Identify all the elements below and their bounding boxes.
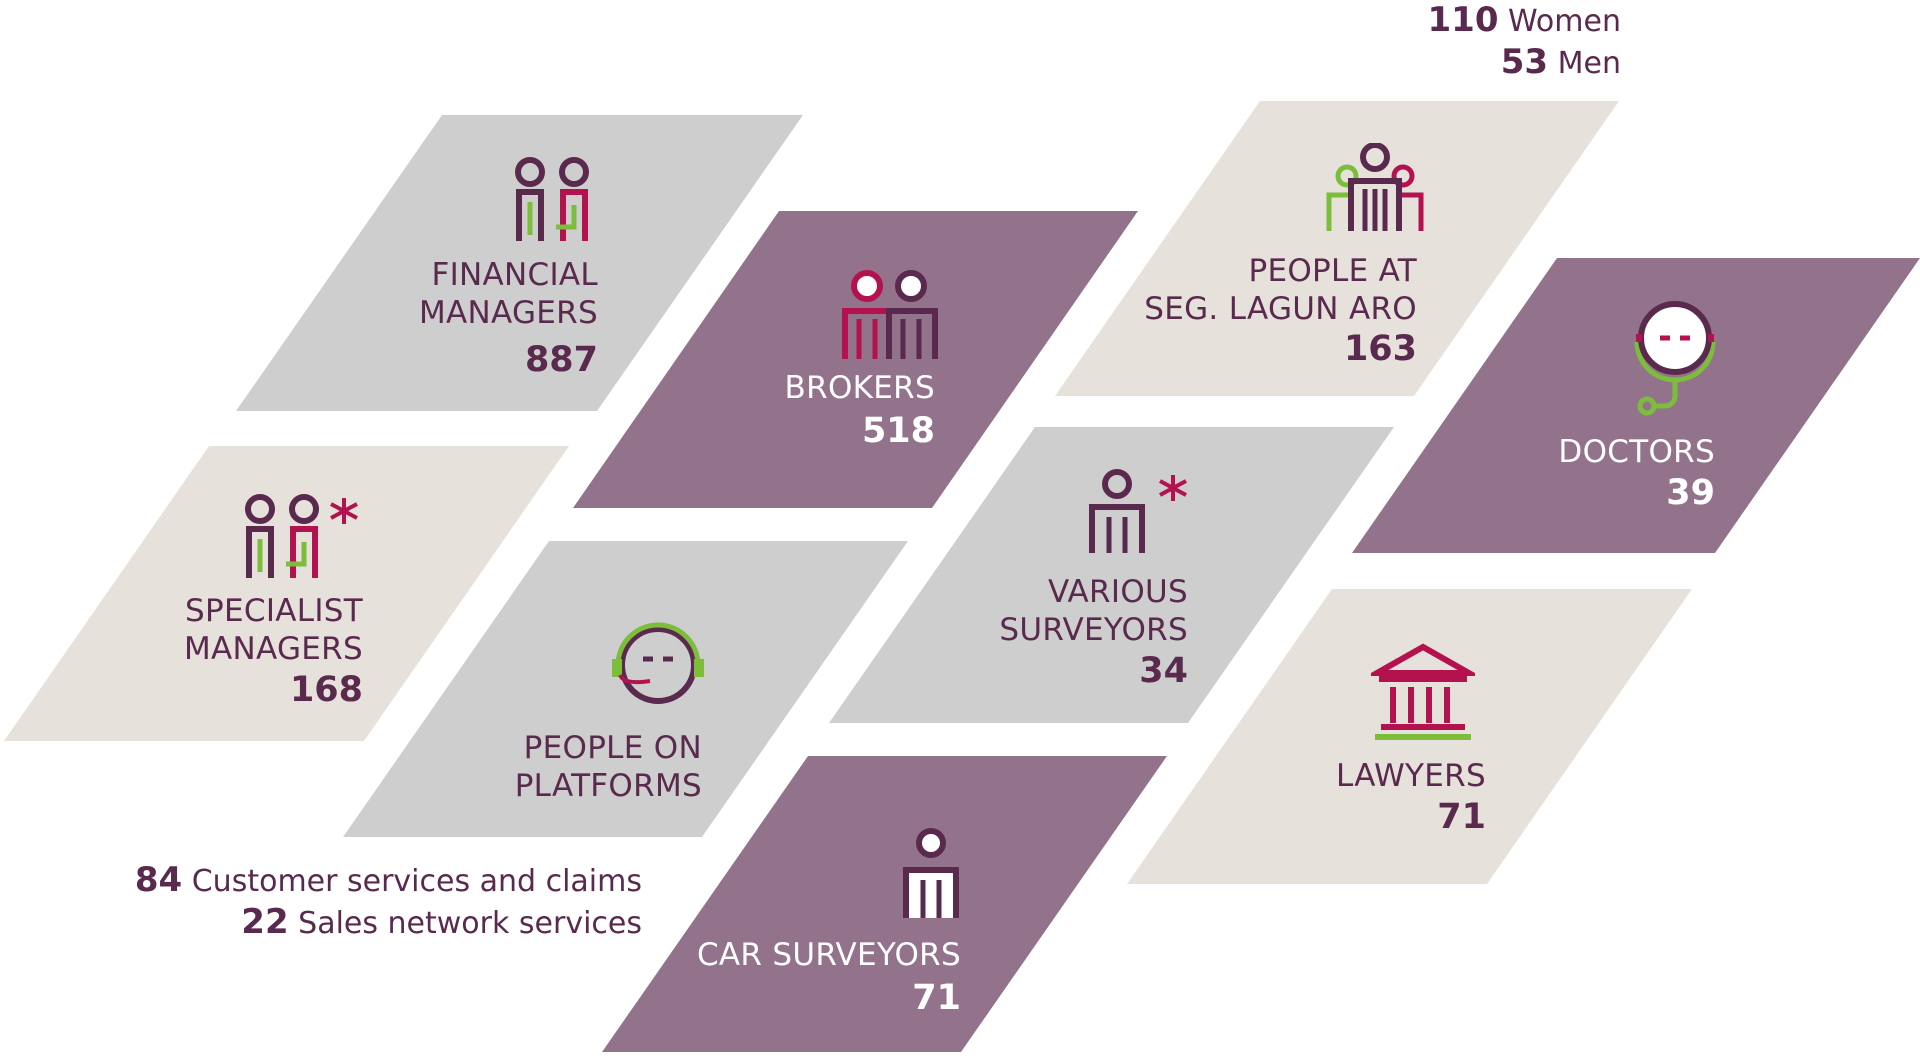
customer-services-line: 84 Customer services and claims [134, 860, 642, 900]
tile-specialist-managers-shape [4, 446, 569, 741]
lawyers-value: 71 [1437, 797, 1486, 837]
tile-brokers-shape [573, 211, 1138, 508]
people-on-platforms-label: PEOPLE ON PLATFORMS [514, 730, 702, 804]
person-icon [903, 828, 959, 918]
brokers-value: 518 [861, 411, 935, 451]
tile-lawyers: LAWYERS 71 [1127, 589, 1692, 884]
lagun-aro-gender-note: 110 Women 53 Men [1428, 0, 1622, 84]
headset-icon [612, 622, 704, 704]
financial-managers-label: FINANCIAL MANAGERS [418, 257, 598, 331]
tile-doctors-shape [1352, 258, 1920, 553]
brokers-label: BROKERS [784, 370, 935, 406]
tile-brokers: BROKERS 518 [573, 211, 1138, 508]
specialist-managers-icon [245, 494, 358, 578]
surveyor-asterisk-icon [1089, 469, 1187, 553]
doctors-label: DOCTORS [1558, 434, 1715, 470]
two-managers-icon [515, 157, 589, 241]
tile-people-on-platforms-shape [343, 541, 908, 837]
specialist-managers-value: 168 [289, 670, 363, 710]
people-lagun-aro-label: PEOPLE AT SEG. LAGUN ARO [1144, 253, 1417, 327]
tile-financial-managers: FINANCIAL MANAGERS 887 [236, 115, 803, 411]
car-surveyors-label: CAR SURVEYORS [696, 937, 961, 973]
tile-people-lagun-aro-shape [1055, 101, 1619, 396]
specialist-managers-label: SPECIALIST MANAGERS [183, 593, 363, 667]
women-line: 110 Women [1427, 0, 1622, 40]
men-line: 53 Men [1500, 42, 1621, 82]
tile-people-lagun-aro: PEOPLE AT SEG. LAGUN ARO 163 [1055, 101, 1619, 396]
various-surveyors-value: 34 [1139, 651, 1188, 691]
doctors-value: 39 [1666, 473, 1715, 513]
tile-car-surveyors: CAR SURVEYORS 71 [602, 756, 1167, 1052]
group-people-icon [1326, 143, 1424, 231]
sales-network-line: 22 Sales network services [241, 902, 642, 942]
various-surveyors-label: VARIOUS SURVEYORS [999, 574, 1188, 648]
tile-various-surveyors: VARIOUS SURVEYORS 34 [829, 427, 1394, 723]
tile-doctors: DOCTORS 39 [1352, 258, 1920, 553]
lawyers-label: LAWYERS [1336, 758, 1486, 794]
tile-car-surveyors-shape [602, 756, 1167, 1052]
people-lagun-aro-value: 163 [1343, 329, 1417, 369]
tile-various-surveyors-shape [829, 427, 1394, 723]
tile-specialist-managers: SPECIALIST MANAGERS 168 [4, 446, 569, 741]
tile-people-on-platforms: PEOPLE ON PLATFORMS [343, 541, 908, 837]
car-surveyors-value: 71 [912, 978, 961, 1018]
financial-managers-value: 887 [524, 340, 598, 380]
courthouse-icon [1371, 643, 1475, 740]
tile-financial-managers-shape [236, 115, 803, 411]
brokers-icon [842, 270, 938, 359]
stethoscope-icon [1634, 301, 1716, 416]
platforms-breakdown-note: 84 Customer services and claims 22 Sales… [135, 860, 642, 944]
